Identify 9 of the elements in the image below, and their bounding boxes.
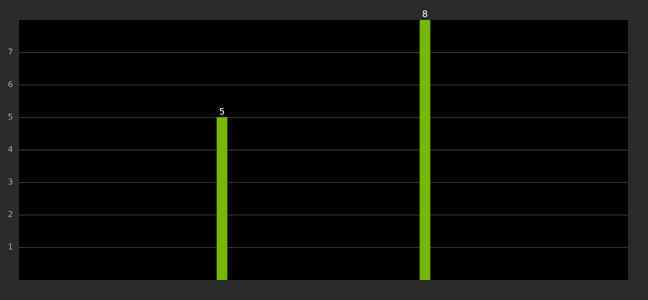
data-label: 8 [422,10,428,20]
y-tick-label: 4 [8,145,13,154]
y-tick-label: 7 [8,48,13,57]
y-tick-label: 6 [8,80,13,90]
y-tick-label: 2 [8,210,13,220]
y-tick-label: 5 [8,112,13,122]
y-tick-label: 1 [8,242,13,252]
y-tick-label: 3 [8,178,13,187]
data-label: 5 [219,107,225,118]
